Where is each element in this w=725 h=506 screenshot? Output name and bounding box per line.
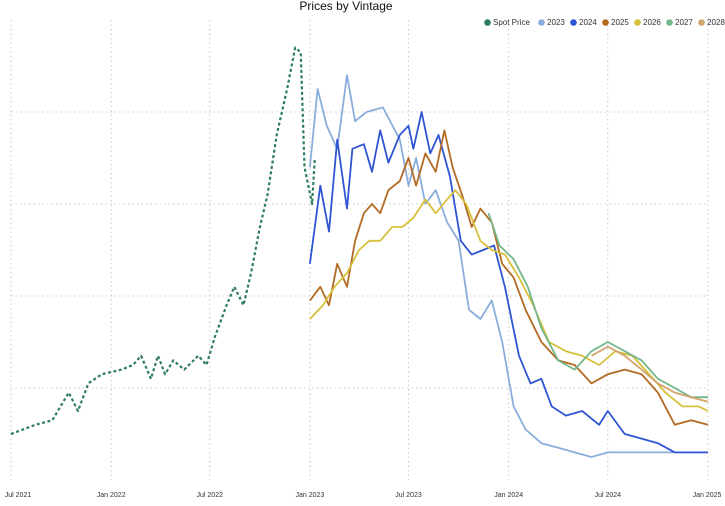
legend-label: 2023 [547,18,565,27]
x-axis-ticks: Jul 2021 Jan 2022 Jul 2022 Jan 2023 Jul 2023… [5,492,722,499]
legend-label: 2027 [675,18,693,27]
series-line-2023 [309,74,708,458]
x-tick-label: Jan 2025 [693,492,722,499]
legend: Spot Price 2023 2024 2025 2026 2027 2028 [484,18,725,27]
series-layer [10,46,709,458]
x-tick-label: Jan 2024 [494,492,523,499]
grid-layer [10,20,709,480]
series-line-spot-price [10,46,316,436]
x-tick-label: Jul 2023 [395,492,422,499]
series-line-2027 [487,212,708,399]
legend-label: 2026 [643,18,661,27]
legend-marker [666,19,673,26]
legend-marker [538,19,545,26]
chart-title: Prices by Vintage [299,0,392,13]
legend-label: 2028 [707,18,725,27]
series-line-2028 [591,345,709,403]
x-tick-label: Jan 2023 [296,492,325,499]
legend-label: 2024 [579,18,597,27]
legend-marker [634,19,641,26]
x-tick-label: Jan 2022 [97,492,126,499]
legend-marker [570,19,577,26]
x-tick-label: Jul 2021 [5,492,32,499]
legend-label: Spot Price [493,18,530,27]
legend-marker [698,19,705,26]
legend-marker [602,19,609,26]
x-tick-label: Jul 2024 [595,492,622,499]
x-tick-label: Jul 2022 [197,492,224,499]
legend-label: 2025 [611,18,629,27]
series-line-2024 [309,111,708,454]
legend-marker [484,19,491,26]
